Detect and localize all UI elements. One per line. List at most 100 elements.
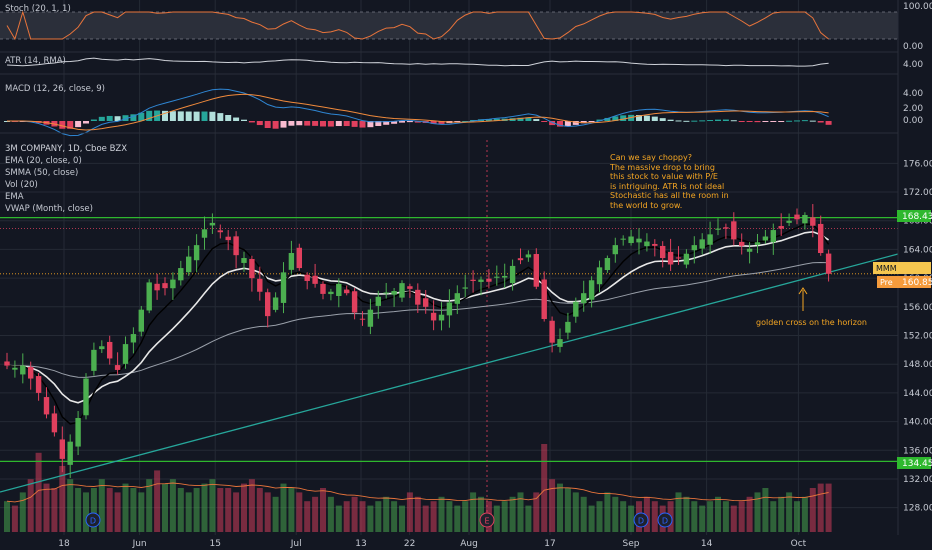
volume-bar [35,452,42,532]
stoch-tick-0: 0.00 [903,42,923,52]
candle-body [312,275,318,284]
atr-tick: 4.00 [903,60,923,70]
candle-body [478,279,484,282]
volume-bar [162,483,168,532]
event-marker-label: D [662,517,668,526]
macd-hist-bar [217,113,224,121]
volume-bar [280,483,287,532]
study-legend-vwap[interactable]: VWAP (Month, close) [5,204,93,214]
volume-bar [517,492,524,532]
macd-hist-bar [367,121,374,128]
volume-bar [399,505,405,532]
volume-bar [801,496,808,532]
study-legend-smma50[interactable]: SMMA (50, close) [5,168,79,178]
candle-body [249,258,255,279]
candle-body [217,230,223,233]
volume-bar [51,488,58,532]
macd-hist-bar [801,120,808,122]
macd-hist-bar [730,120,737,122]
event-marker [633,512,649,528]
candle-body [438,314,445,321]
candle-body [565,321,571,333]
candle-body [351,291,358,313]
volume-bar [794,501,800,532]
price-tick: 148.00 [903,360,932,370]
atr-legend[interactable]: ATR (14, RMA) [5,56,66,66]
candle-body [265,292,271,317]
macd-hist-bar [75,121,82,128]
time-tick: 13 [355,539,366,549]
volume-bar [493,505,500,532]
study-legend-ema[interactable]: EMA [5,192,24,202]
candle-body [723,227,729,229]
volume-bar [580,496,587,532]
candle-body [35,376,42,393]
macd-hist-bar [715,119,721,121]
volume-bar [572,492,579,532]
macd-legend[interactable]: MACD (12, 26, close, 9) [5,84,105,94]
macd-hist-bar [83,121,89,124]
thesis-annotation[interactable]: Can we say choppy? The massive drop to b… [610,153,729,210]
candle-body [802,214,808,224]
candle-body [201,229,208,238]
volume-bar [675,492,682,532]
macd-hist-bar [359,121,366,128]
candle-body [114,365,121,370]
volume-bar [67,479,74,532]
candle-body [328,291,334,295]
golden-cross-annotation[interactable]: golden cross on the horizon [756,318,867,327]
candle-body [533,254,539,287]
event-marker-label: E [484,517,489,526]
volume-bar [43,483,50,532]
volume-bar [770,501,777,532]
candle-body [383,292,389,294]
candle-body [628,236,634,244]
volume-bar [422,505,429,532]
volume-bar [375,501,382,532]
candle-body [130,334,137,343]
macd-hist-bar [778,121,785,122]
macd-hist-bar [256,121,263,126]
candle-body [430,312,437,321]
volume-bar [786,492,793,532]
macd-hist-bar [233,117,240,121]
candle-body [588,280,595,300]
price-tick: 144.00 [903,389,932,399]
trend-line[interactable] [0,253,899,493]
macd-hist-bar [280,121,287,128]
stoch-legend[interactable]: Stoch (20, 1, 1) [5,4,71,14]
macd-hist-bar [248,121,255,123]
volume-bars [4,444,832,532]
price-tick: 136.00 [903,446,932,456]
candle-body [810,217,816,226]
volume-bar [98,479,105,532]
candle-body [470,279,476,281]
macd-hist-bar [794,120,800,122]
candle-body [644,241,650,247]
candle-body [193,245,200,261]
time-axis[interactable]: 18 Jun 15 Jul 13 22 Aug 17 Sep 14 Oct [58,539,806,549]
symbol-title[interactable]: 3M COMPANY, 1D, Cboe BZX [5,144,128,154]
horizontal-levels[interactable] [0,217,898,462]
volume-bar [438,496,445,532]
candle-body [178,268,184,281]
macd-hist-bar [201,111,208,121]
volume-bar [809,488,816,532]
volume-bar [691,501,698,532]
stoch-line [6,10,829,41]
candle-body [359,318,366,320]
candle-body [225,236,231,241]
volume-bar [651,501,658,532]
candle-body [612,245,618,255]
candle-body [336,283,342,297]
study-legend-vol[interactable]: Vol (20) [5,180,38,190]
volume-bar [533,492,540,532]
candles [4,204,832,478]
macd-hist-bar [746,121,753,122]
study-legend-ema20[interactable]: EMA (20, close, 0) [5,156,82,166]
macd-hist-bar [651,116,658,121]
macd-hist-bar [596,119,603,121]
volume-bar [825,483,832,532]
